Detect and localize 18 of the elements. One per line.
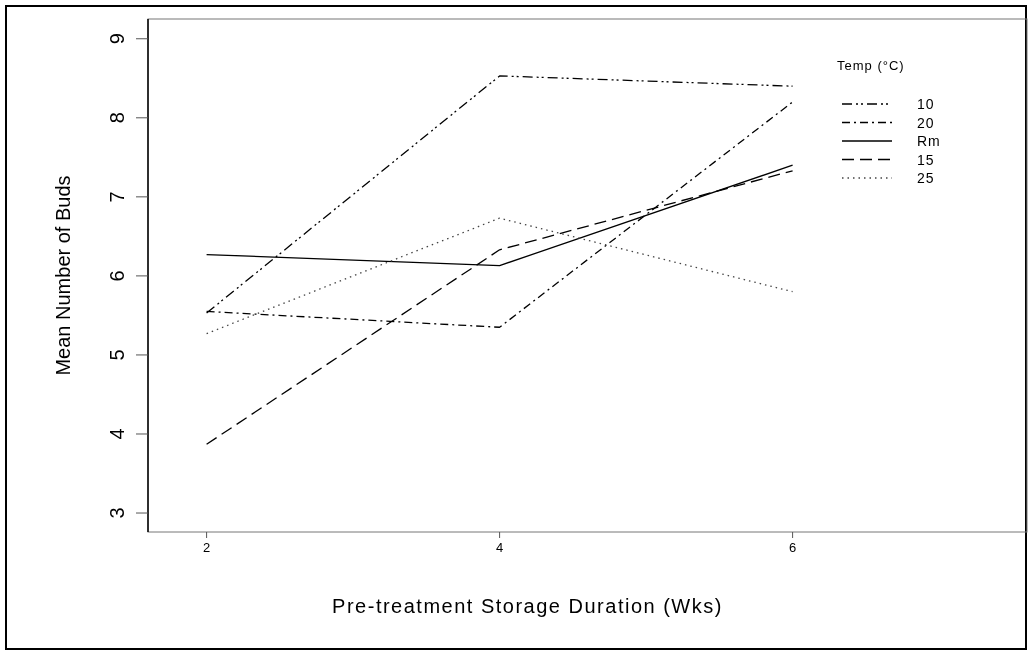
- x-tick-label: 4: [495, 540, 504, 555]
- y-tick-label: 7: [106, 191, 128, 203]
- y-tick-label: 8: [106, 112, 128, 124]
- legend-title: Temp (°C): [837, 58, 905, 73]
- x-tick-label: 6: [788, 540, 797, 555]
- y-tick-label: 5: [106, 349, 128, 361]
- y-tick-label: 3: [106, 507, 128, 519]
- legend-label: 20: [917, 114, 935, 131]
- legend-label: 10: [917, 96, 935, 112]
- legend-label: 15: [917, 151, 935, 168]
- legend-label: 25: [917, 170, 935, 186]
- y-axis-title: Mean Number of Buds: [52, 175, 74, 376]
- y-tick-label: 6: [106, 270, 128, 282]
- legend-label: Rm: [917, 133, 941, 149]
- y-tick-label: 9: [106, 33, 128, 45]
- x-tick-label: 2: [202, 540, 211, 555]
- x-axis-title: Pre-treatment Storage Duration (Wks): [332, 595, 723, 617]
- y-tick-label: 4: [106, 428, 128, 440]
